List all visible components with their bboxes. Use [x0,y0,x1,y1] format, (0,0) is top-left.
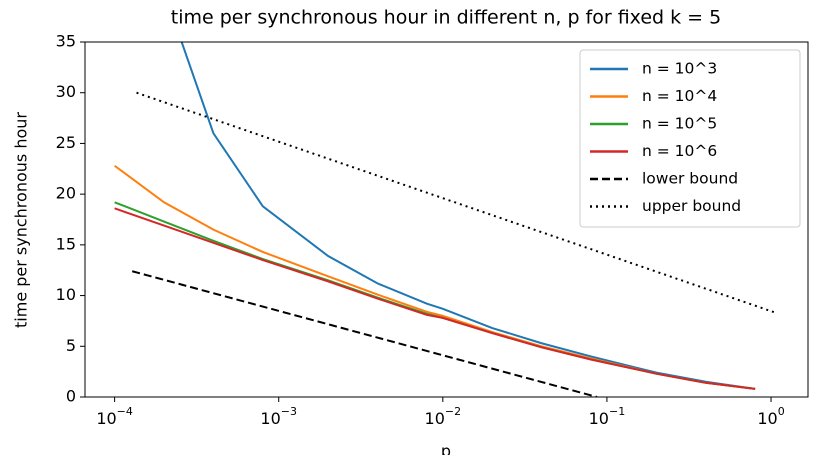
series-line [180,42,756,390]
y-tick-label: 0 [66,387,76,406]
series-line [114,207,756,390]
y-axis-label: time per synchronous hour [12,112,31,328]
legend-box [579,49,801,228]
plot-frame [84,41,809,398]
y-tick-label: 5 [66,336,76,355]
y-tick-label: 25 [56,133,76,152]
x-tick-label: 10−4 [96,405,133,428]
chart-title: time per synchronous hour in different n… [171,7,721,29]
legend-label: n = 10^4 [642,87,717,105]
y-tick-label: 30 [56,82,76,101]
x-tick-label: 10−1 [589,405,626,428]
plot-lines [114,42,777,397]
y-tick-label: 20 [56,184,76,203]
x-tick-label: 10−3 [260,405,297,428]
legend-label: n = 10^5 [642,115,717,133]
legend-label: n = 10^3 [642,60,717,78]
x-tick-label: 100 [757,405,784,428]
x-axis-label: p [441,442,451,455]
y-tick-label: 15 [56,234,76,253]
legend-label: n = 10^6 [642,142,717,160]
y-tick-label: 10 [56,285,76,304]
legend-label: lower bound [642,170,738,188]
series-line [131,270,598,397]
legend-label: upper bound [642,197,741,215]
series-line [114,201,756,390]
x-tick-label: 10−2 [425,405,462,428]
y-tick-label: 35 [56,32,76,51]
